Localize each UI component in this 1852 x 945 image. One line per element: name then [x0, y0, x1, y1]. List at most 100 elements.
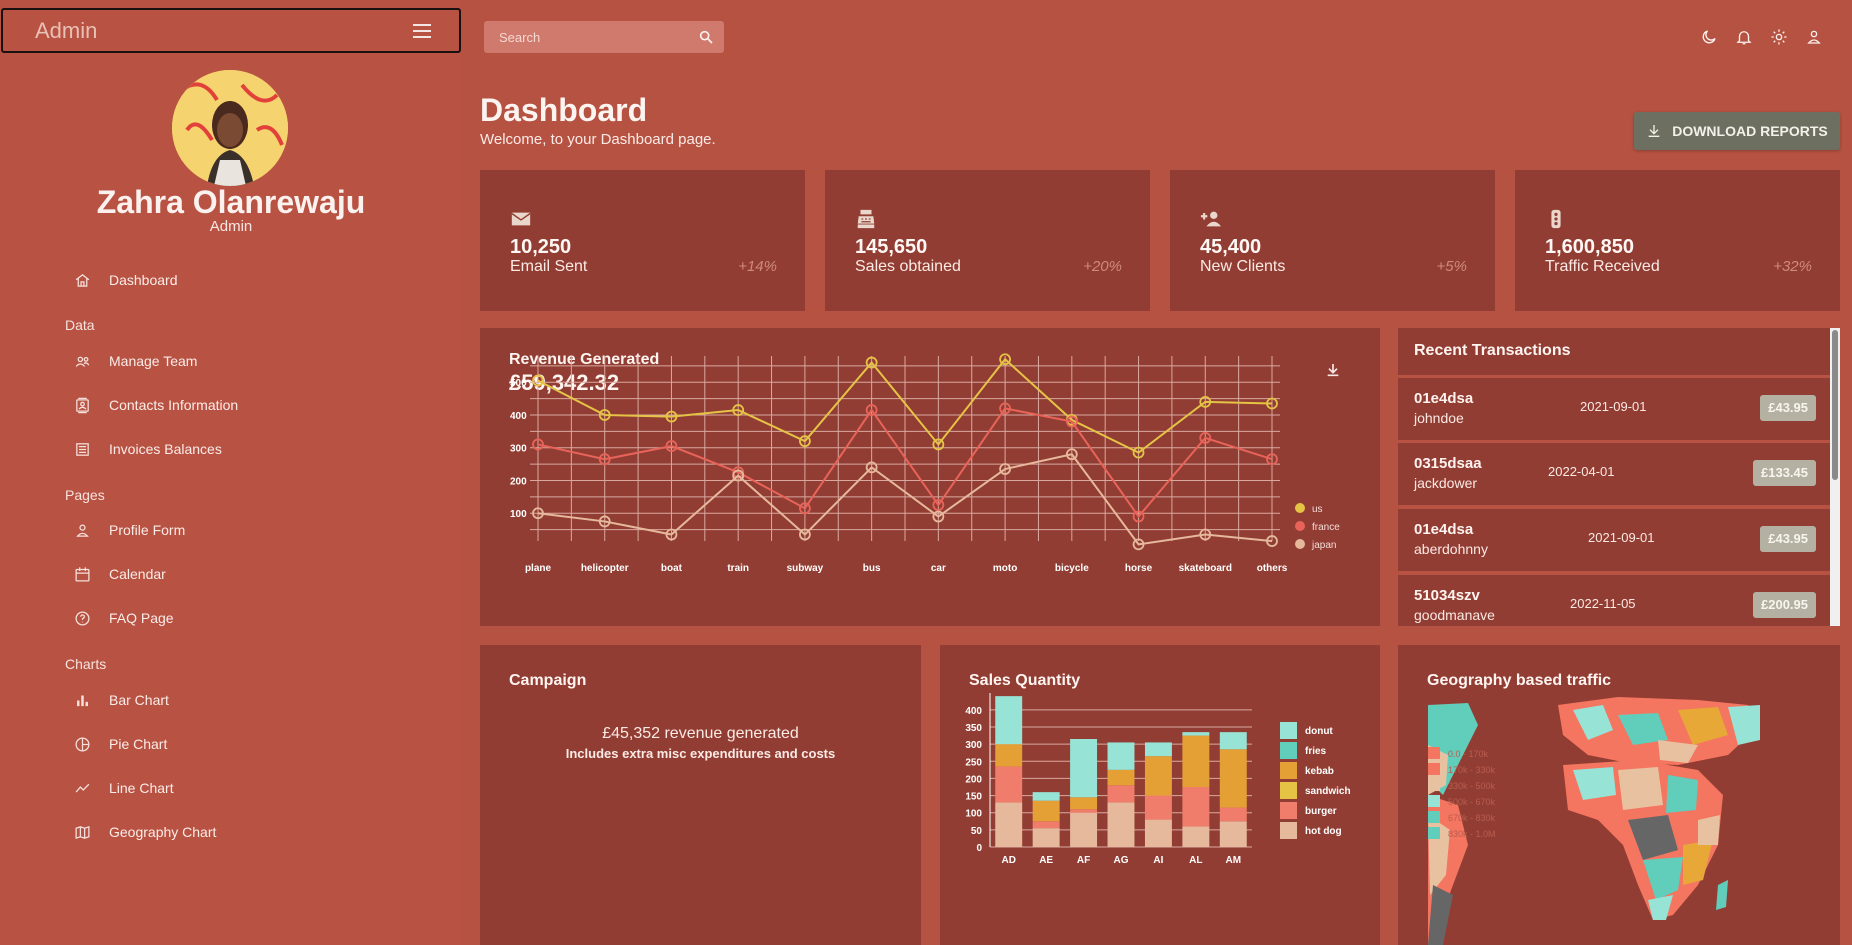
x-tick-label: AM — [1226, 855, 1242, 866]
y-tick-label: 200 — [510, 476, 527, 487]
sidebar-item-invoices[interactable]: Invoices Balances — [74, 437, 222, 461]
dark-mode-icon[interactable] — [1700, 28, 1718, 46]
legend-swatch — [1280, 742, 1297, 759]
legend-swatch — [1295, 539, 1305, 549]
data-point-france — [1266, 453, 1278, 466]
x-tick-label: bicycle — [1055, 563, 1089, 574]
x-tick-label: moto — [993, 563, 1017, 574]
stat-card-sales: 145,650 Sales obtained +20% — [825, 170, 1150, 311]
data-point-france — [799, 502, 811, 515]
transaction-date: 2021-09-01 — [1588, 530, 1655, 545]
bar-kebab — [1144, 756, 1172, 796]
x-tick-label: car — [931, 563, 946, 574]
data-point-us — [1199, 395, 1212, 408]
legend-label: sandwich — [1305, 786, 1351, 797]
search-icon[interactable] — [698, 29, 714, 45]
transaction-cost: £43.95 — [1760, 395, 1816, 421]
x-tick-label: AL — [1189, 855, 1202, 866]
settings-icon[interactable] — [1770, 28, 1788, 46]
legend-label: hot dog — [1305, 826, 1342, 837]
sidebar-item-label: Line Chart — [109, 780, 174, 796]
data-point-us — [865, 356, 878, 369]
bar-kebab — [1182, 735, 1210, 787]
geography-legend-item: 500k - 670k — [1448, 797, 1496, 807]
x-tick-label: plane — [525, 563, 552, 574]
data-point-japan — [1266, 535, 1278, 547]
sidebar-item-line-chart[interactable]: Line Chart — [74, 776, 174, 800]
data-point-france — [598, 453, 611, 466]
bar-burger — [995, 766, 1023, 803]
transactions-header: Recent Transactions — [1398, 328, 1830, 375]
stat-card-clients: 45,400 New Clients +5% — [1170, 170, 1495, 311]
data-point-us — [799, 435, 811, 448]
x-tick-label: AI — [1153, 855, 1163, 866]
sidebar-item-label: Manage Team — [109, 353, 198, 369]
profile-name: Zahra Olanrewaju — [96, 184, 366, 220]
sales-quantity-panel: Sales Quantity 0 50 100 150 200 250 300 350 400 A… — [940, 645, 1380, 945]
sidebar-item-profile-form[interactable]: Profile Form — [74, 518, 185, 542]
people-icon — [75, 356, 90, 367]
x-tick-label: boat — [661, 563, 683, 574]
data-point-france — [1065, 415, 1078, 428]
line-chart-icon — [75, 783, 90, 792]
bar-donut — [1219, 732, 1247, 750]
bar-burger — [1032, 821, 1060, 829]
y-tick-label: 50 — [971, 826, 983, 837]
bar-hot-dog — [1144, 819, 1172, 847]
data-point-france — [865, 404, 878, 416]
bar-donut — [1182, 732, 1210, 736]
x-tick-label: others — [1257, 563, 1288, 574]
stat-value: 1,600,850 — [1545, 236, 1634, 258]
topbar-icons — [1700, 28, 1823, 46]
stat-value: 45,400 — [1200, 236, 1262, 258]
bar-burger — [1070, 809, 1098, 813]
x-tick-label: AF — [1077, 855, 1090, 866]
data-point-japan — [1132, 538, 1145, 551]
geography-title: Geography based traffic — [1427, 672, 1612, 689]
data-point-france — [999, 402, 1011, 415]
data-point-japan — [532, 507, 544, 520]
sidebar-item-bar-chart[interactable]: Bar Chart — [74, 688, 169, 712]
transaction-row[interactable]: 01e4dsa aberdohnny 2021-09-01 £43.95 — [1398, 509, 1830, 571]
y-tick-label: 200 — [965, 774, 982, 785]
x-tick-label: skateboard — [1179, 563, 1232, 574]
notifications-icon[interactable] — [1735, 28, 1753, 46]
y-tick-label: 150 — [965, 792, 982, 803]
download-icon[interactable] — [1325, 362, 1341, 378]
transaction-row[interactable]: 01e4dsa johndoe 2021-09-01 £43.95 — [1398, 378, 1830, 440]
search-input[interactable] — [499, 29, 689, 45]
sidebar-item-manage-team[interactable]: Manage Team — [74, 349, 197, 373]
stat-change: +14% — [738, 258, 777, 275]
transaction-row[interactable]: 0315dsaa jackdower 2022-04-01 £133.45 — [1398, 443, 1830, 505]
data-point-us — [932, 438, 945, 451]
sidebar-item-pie-chart[interactable]: Pie Chart — [74, 732, 167, 756]
sidebar-item-label: Geography Chart — [109, 824, 217, 840]
data-point-japan — [999, 463, 1011, 475]
x-tick-label: helicopter — [581, 563, 629, 574]
help-icon — [75, 610, 90, 626]
sidebar-item-faq[interactable]: FAQ Page — [74, 606, 174, 630]
data-point-japan — [1065, 448, 1078, 461]
series-line-france — [537, 407, 1273, 519]
legend-swatch — [1280, 822, 1297, 839]
sidebar-item-contacts[interactable]: Contacts Information — [74, 393, 238, 417]
user-icon[interactable] — [1805, 28, 1823, 46]
calendar-icon — [75, 566, 90, 582]
sidebar-item-calendar[interactable]: Calendar — [74, 562, 166, 586]
geography-legend-item: 0.0 - 170k — [1448, 749, 1489, 759]
y-tick-label: 250 — [965, 757, 982, 768]
sidebar-item-label: Dashboard — [109, 272, 178, 288]
revenue-title: Revenue Generated — [509, 351, 660, 368]
download-reports-button[interactable]: DOWNLOAD REPORTS — [1634, 112, 1840, 150]
transaction-row[interactable]: 51034szv goodmanave 2022-11-05 £200.95 — [1398, 575, 1830, 626]
transactions-scrollbar-thumb[interactable] — [1832, 330, 1838, 480]
bar-hot-dog — [995, 802, 1023, 847]
sidebar-item-dashboard[interactable]: Dashboard — [74, 268, 178, 292]
bar-kebab — [1107, 769, 1135, 786]
sidebar-item-geography-chart[interactable]: Geography Chart — [74, 820, 216, 844]
x-tick-label: bus — [863, 563, 881, 574]
stat-value: 145,650 — [855, 236, 928, 258]
campaign-panel: Campaign £45,352 revenue generated Inclu… — [480, 645, 921, 945]
y-tick-label: 300 — [965, 740, 982, 751]
menu-icon[interactable] — [413, 23, 431, 38]
